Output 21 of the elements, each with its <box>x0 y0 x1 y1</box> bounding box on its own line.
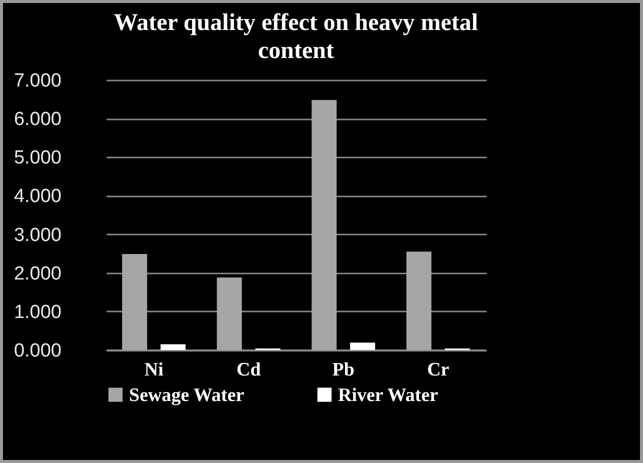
bar <box>350 342 376 350</box>
y-tick-label: 5.000 <box>14 148 62 169</box>
y-tick-label: 4.000 <box>14 186 62 208</box>
y-tick-label: 6.000 <box>14 109 62 130</box>
y-tick-label: 1.000 <box>14 302 62 323</box>
legend-label: Sewage Water <box>129 384 245 406</box>
y-tick-label: 2.000 <box>14 263 62 284</box>
bar <box>406 252 432 350</box>
bar <box>160 344 186 350</box>
y-tick-label: 3.000 <box>14 224 62 246</box>
bar <box>312 100 337 350</box>
x-tick-label: Cd <box>236 360 262 380</box>
x-tick-label: Pb <box>332 360 354 380</box>
bar <box>122 254 148 350</box>
chart-title: Water quality effect on heavy metal content <box>114 10 478 64</box>
bar <box>216 277 242 350</box>
x-tick-label: Ni <box>144 360 164 380</box>
x-tick-label: Cr <box>427 360 450 380</box>
y-tick-label: 0.000 <box>14 340 62 362</box>
legend-label: River Water <box>338 384 439 406</box>
y-tick-label: 7.000 <box>14 70 62 92</box>
